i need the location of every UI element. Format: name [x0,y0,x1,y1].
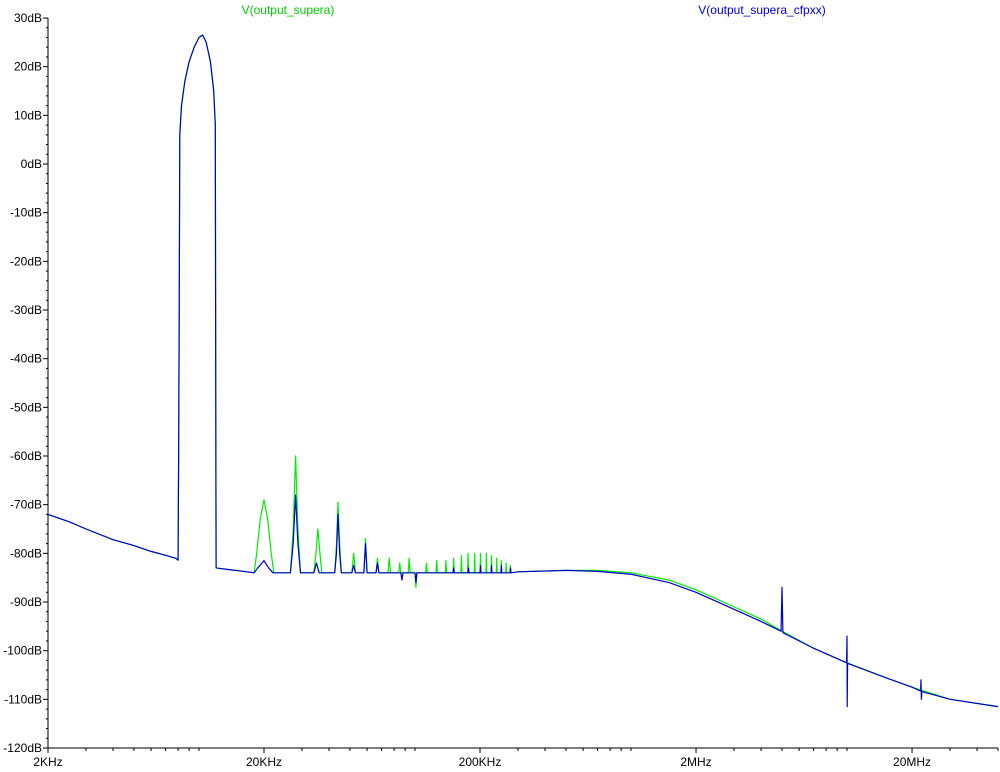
y-tick-label: -90dB [10,595,42,609]
y-tick-label: -80dB [10,546,42,560]
x-tick-label: 20KHz [246,755,282,769]
y-tick-label: 10dB [14,108,42,122]
y-tick-label: -70dB [10,498,42,512]
y-tick-label: -20dB [10,254,42,268]
x-tick-label: 20MHz [893,755,931,769]
series-line-2 [47,34,999,708]
y-tick-label: 30dB [14,11,42,25]
y-tick-label: -110dB [4,692,42,706]
y-tick-label: -40dB [10,352,42,366]
legend-series-2: V(output_supera_cfpxx) [698,3,825,17]
series-group [47,34,999,708]
axes: 30dB 20dB 10dB 0dB -10dB -20dB -30dB -40dB -50dB… [3,11,999,769]
y-tick-label: -120dB [3,741,42,755]
x-tick-label: 2MHz [680,755,711,769]
x-tick-label: 200KHz [459,755,502,769]
y-tick-label: 0dB [21,157,42,171]
y-tick-label: -50dB [10,400,42,414]
x-tick-label: 2KHz [33,755,62,769]
y-tick-label: -60dB [10,449,42,463]
y-tick-label: -100dB [3,644,42,658]
y-tick-label: -10dB [10,206,42,220]
y-tick-label: 20dB [14,60,42,74]
legend-series-1: V(output_supera) [242,3,335,17]
y-tick-label: -30dB [10,303,42,317]
